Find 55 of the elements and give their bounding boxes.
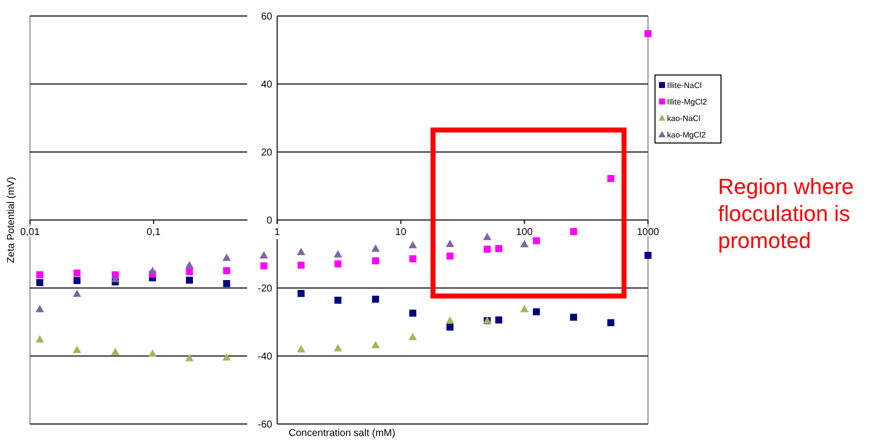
y-tick-label: 60 [261, 12, 273, 22]
point [446, 252, 454, 260]
legend-label: Illite-MgCl2 [667, 97, 708, 106]
y-tick-label: 40 [261, 80, 273, 90]
point [223, 267, 230, 274]
y-tick-label: -20 [258, 284, 273, 294]
point [409, 255, 416, 262]
legend-label: Illite-NaCl [667, 80, 702, 90]
point [186, 276, 193, 284]
point [185, 261, 194, 268]
point [36, 279, 44, 286]
point [334, 260, 342, 268]
point [372, 257, 380, 264]
y-tick-label: 20 [261, 148, 273, 158]
point [72, 290, 82, 297]
point [298, 262, 305, 269]
point [222, 353, 231, 361]
point [260, 262, 268, 270]
point [148, 266, 157, 274]
legend-label: kao-NaCl [667, 114, 701, 123]
legend-label: kao-MgCl2 [667, 130, 706, 140]
point [36, 304, 44, 312]
x-axis-title: Concentration salt (mM) [288, 428, 396, 439]
point [484, 246, 491, 253]
point [73, 270, 80, 277]
x-tick-label: 1000 [636, 227, 660, 238]
point [73, 277, 80, 284]
y-axis-title: Zeta Potential (mV) [6, 176, 17, 264]
point [186, 268, 193, 276]
y-tick-label: 0 [266, 216, 273, 226]
point [111, 274, 120, 282]
point [334, 250, 342, 258]
point [36, 271, 44, 278]
x-tick-label: 10 [395, 227, 407, 238]
x-tick-label: 0,01 [20, 227, 40, 238]
point [222, 254, 231, 261]
point [111, 348, 120, 356]
x-tick-label: 100 [516, 227, 534, 238]
point [482, 232, 492, 240]
y-tick-label: -40 [258, 352, 273, 362]
point [296, 248, 306, 256]
point [260, 251, 268, 259]
point [223, 280, 230, 288]
x-tick-label: 0,1 [146, 227, 161, 238]
point [185, 354, 194, 362]
point [408, 240, 417, 248]
point [148, 349, 157, 357]
point [520, 240, 529, 248]
point [72, 346, 82, 354]
point [371, 244, 380, 252]
point [36, 335, 44, 342]
text: Region where flocculation is promoted [718, 174, 854, 253]
point [446, 240, 454, 247]
x-tick-label: 1 [274, 227, 280, 238]
y-tick-label: -60 [258, 420, 273, 430]
